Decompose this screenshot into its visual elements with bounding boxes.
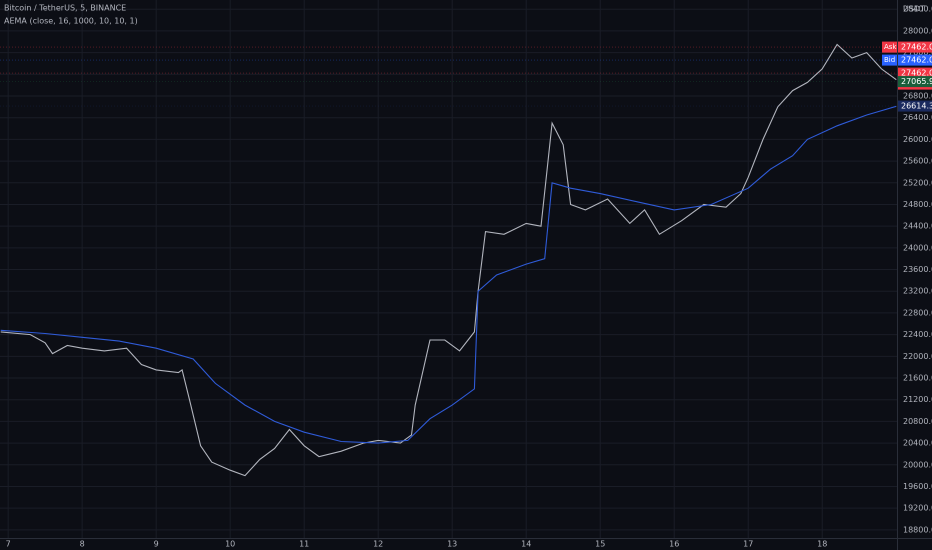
price-marker bbox=[898, 76, 932, 88]
y-tick-label: 24000.00 bbox=[903, 243, 932, 252]
y-tick-label: 25200.00 bbox=[903, 178, 932, 187]
axes: 18800.00 19200.00 19600.00 20000.00 20400.00… bbox=[0, 5, 932, 549]
y-tick-label: 28000.00 bbox=[903, 26, 932, 35]
price-marker-label: 27065.98 bbox=[901, 77, 932, 86]
price-marker bbox=[898, 100, 932, 112]
plot-area bbox=[0, 43, 897, 477]
y-tick-label: 22800.00 bbox=[903, 308, 932, 317]
price-marker bbox=[898, 41, 932, 53]
x-tick-label: 7 bbox=[6, 540, 11, 549]
price-marker-label: 27462.01 bbox=[901, 43, 932, 52]
price-tag bbox=[882, 41, 897, 53]
y-axis-label: USDT bbox=[903, 5, 925, 14]
price-tag-label: Bid bbox=[884, 56, 895, 64]
y-tick-label: 25600.00 bbox=[903, 157, 932, 166]
x-tick-label: 9 bbox=[154, 540, 159, 549]
price-tag bbox=[882, 54, 897, 66]
y-tick-label: 26000.00 bbox=[903, 135, 932, 144]
y-tick-label: 21600.00 bbox=[903, 374, 932, 383]
price-line bbox=[0, 43, 897, 477]
y-tick-label: 20400.00 bbox=[903, 439, 932, 448]
chart-title: Bitcoin / TetherUS, 5, BINANCE bbox=[4, 4, 126, 13]
grid bbox=[0, 0, 897, 538]
y-tick-label: 24400.00 bbox=[903, 222, 932, 231]
y-tick-label: 22400.00 bbox=[903, 330, 932, 339]
x-tick-label: 14 bbox=[521, 540, 531, 549]
x-tick-label: 15 bbox=[595, 540, 605, 549]
x-tick-label: 12 bbox=[373, 540, 383, 549]
indicator-label: AEMA (close, 16, 1000, 10, 10, 1) bbox=[4, 17, 138, 26]
y-tick-label: 26800.00 bbox=[903, 91, 932, 100]
y-tick-label: 24800.00 bbox=[903, 200, 932, 209]
y-tick-label: 23200.00 bbox=[903, 287, 932, 296]
x-tick-label: 17 bbox=[743, 540, 753, 549]
y-tick-label: 18800.00 bbox=[903, 525, 932, 534]
y-tick-label: 23600.00 bbox=[903, 265, 932, 274]
x-tick-label: 13 bbox=[447, 540, 457, 549]
y-tick-label: 19600.00 bbox=[903, 482, 932, 491]
y-tick-label: 22000.00 bbox=[903, 352, 932, 361]
price-marker-label: 27462.00 bbox=[901, 56, 932, 65]
x-tick-label: 11 bbox=[299, 540, 309, 549]
y-tick-label: 27600.00 bbox=[903, 48, 932, 57]
price-marker bbox=[898, 54, 932, 66]
x-tick-label: 16 bbox=[669, 540, 679, 549]
price-line bbox=[0, 105, 897, 444]
y-tick-label: 28400.00 bbox=[903, 5, 932, 14]
y-tick-label: 26400.00 bbox=[903, 113, 932, 122]
y-tick-label: 21200.00 bbox=[903, 395, 932, 404]
y-tick-label: 20800.00 bbox=[903, 417, 932, 426]
x-tick-label: 18 bbox=[817, 540, 827, 549]
price-marker-label: 27462.00 bbox=[901, 69, 932, 78]
y-tick-label: 19200.00 bbox=[903, 504, 932, 513]
y-tick-label: 20000.00 bbox=[903, 460, 932, 469]
x-tick-label: 10 bbox=[225, 540, 235, 549]
price-marker-label: 26614.39 bbox=[901, 102, 932, 111]
x-tick-label: 8 bbox=[80, 540, 85, 549]
price-tag-label: Ask bbox=[884, 43, 897, 51]
